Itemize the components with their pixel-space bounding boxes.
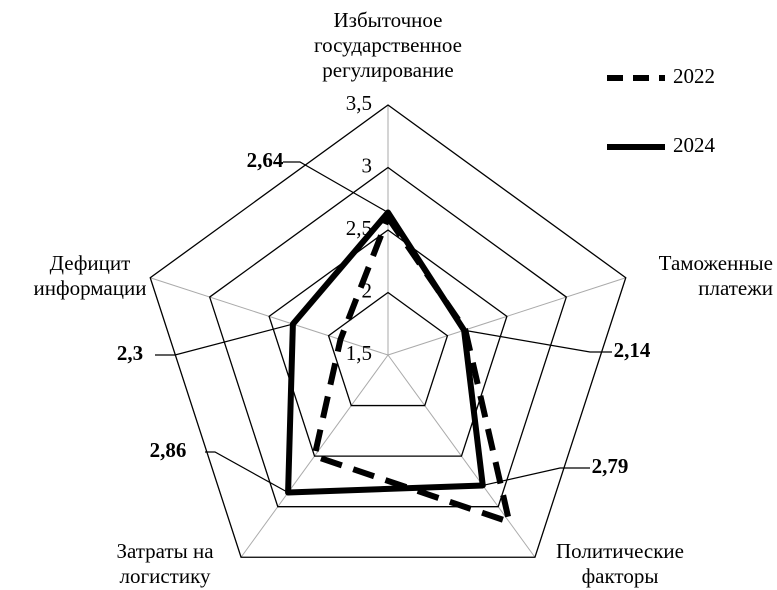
data-label: 2,3 xyxy=(117,341,143,365)
legend-label: 2022 xyxy=(673,64,715,88)
series-line xyxy=(285,209,486,496)
grid-ring xyxy=(149,104,627,558)
category-label: платежи xyxy=(698,276,773,300)
data-label: 2,86 xyxy=(150,438,187,462)
axis-tick-label: 3,5 xyxy=(346,91,372,115)
category-label: информации xyxy=(34,276,147,300)
grid-ring xyxy=(268,229,508,457)
data-label: 2,14 xyxy=(614,338,651,362)
category-label: Таможенные xyxy=(659,251,773,275)
leader-line xyxy=(155,323,294,356)
category-label: регулирование xyxy=(322,58,454,82)
leader-line xyxy=(482,467,590,487)
category-label: Политические xyxy=(556,539,684,563)
category-label: Дефицит xyxy=(50,251,131,275)
series-layer xyxy=(285,209,513,525)
grid-ring xyxy=(327,291,449,407)
category-label: Избыточное xyxy=(334,8,443,32)
data-label: 2,79 xyxy=(592,454,629,478)
data-label: 2,64 xyxy=(247,148,284,172)
legend-label: 2024 xyxy=(673,133,716,157)
grid-ring xyxy=(208,166,568,508)
category-label: Затраты на xyxy=(116,539,214,563)
category-label: факторы xyxy=(582,564,659,588)
axis-tick-label: 2,5 xyxy=(346,216,372,240)
leader-line xyxy=(283,161,389,214)
axis-tick-label: 3 xyxy=(362,153,373,177)
axis-tick-label: 2 xyxy=(362,278,373,302)
category-label: логистику xyxy=(120,564,211,588)
leader-line xyxy=(463,329,612,353)
leader-line xyxy=(205,451,289,494)
axis-tick-label: 1,5 xyxy=(346,341,372,365)
category-label: государственное xyxy=(314,33,462,57)
